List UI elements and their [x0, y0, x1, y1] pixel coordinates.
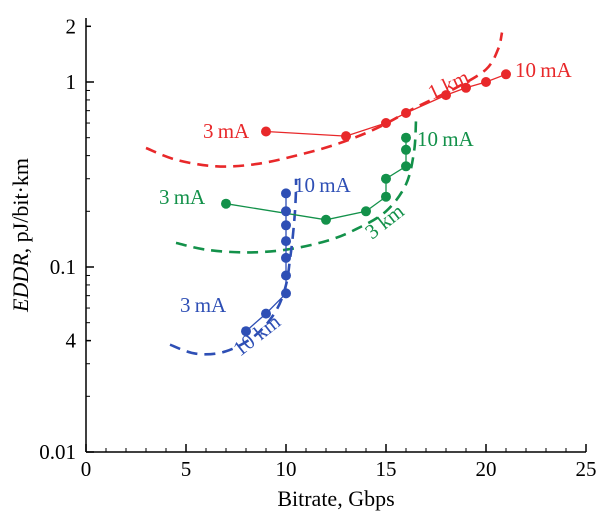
x-axis-title: Bitrate, Gbps [277, 486, 394, 511]
chart-series-lines [225, 73, 507, 332]
y-tick-label-1: 4 [66, 329, 77, 353]
annotation-green-3km: 3 km [360, 199, 408, 244]
series-1-point-3 [381, 191, 391, 202]
series-1-dashed-curve [175, 120, 418, 254]
annotation-red-3ma: 3 mA [203, 119, 250, 143]
series-0-point-3 [401, 108, 411, 118]
series-0-point-6 [481, 77, 491, 87]
series-0-point-5 [461, 82, 471, 93]
x-tick-label-2: 10 [276, 457, 297, 481]
y-axis-title-italic: EDDR [8, 253, 33, 313]
series-1-point-0 [221, 198, 231, 209]
x-tick-label-5: 25 [576, 457, 597, 481]
series-1-point-2 [361, 206, 371, 217]
series-0-point-7 [501, 69, 511, 80]
series-2-point-2 [281, 288, 291, 299]
series-0-dashed-curve [145, 32, 504, 168]
x-tick-label-0: 0 [81, 457, 92, 481]
annotation-red-10ma: 10 mA [515, 58, 573, 82]
x-tick-label-1: 5 [181, 457, 192, 481]
chart-points [221, 69, 511, 337]
series-1-point-7 [401, 132, 411, 143]
series-1-point-6 [401, 144, 411, 155]
annotation-green-3ma: 3 mA [159, 185, 206, 209]
annotation-blue-10ma: 10 mA [294, 173, 352, 197]
series-0-point-2 [381, 118, 391, 128]
y-tick-label-2: 0.1 [50, 255, 76, 279]
chart-axes [85, 18, 586, 453]
y-axis-title-rest: , pJ/bit·km [8, 158, 33, 253]
series-2-point-7 [281, 206, 291, 217]
series-1-point-5 [401, 161, 411, 172]
series-0-point-1 [341, 131, 351, 142]
series-2-point-0 [241, 326, 251, 337]
y-axis-title: EDDR, pJ/bit·km [8, 158, 33, 313]
x-tick-label-4: 20 [476, 457, 497, 481]
series-1-point-4 [381, 173, 391, 184]
x-tick-label-3: 15 [376, 457, 397, 481]
annotation-green-10ma: 10 mA [417, 127, 475, 151]
y-tick-label-4: 2 [66, 14, 77, 38]
series-2-point-5 [281, 236, 291, 247]
series-2-point-1 [261, 308, 271, 319]
y-tick-label-3: 1 [66, 70, 77, 94]
annotation-blue-10km: 10 km [228, 309, 285, 361]
series-1-point-1 [321, 214, 331, 225]
series-2-point-4 [281, 252, 291, 263]
annotation-blue-3ma: 3 mA [180, 293, 227, 317]
series-2-point-6 [281, 220, 291, 231]
series-2-point-8 [281, 188, 291, 199]
chart-ticks: 0 5 10 15 20 25 0.01 4 0.1 1 2 [39, 14, 596, 481]
series-2-point-3 [281, 270, 291, 281]
series-0-point-4 [441, 90, 451, 101]
series-0-point-0 [261, 126, 271, 137]
y-tick-label-0: 0.01 [39, 440, 76, 464]
